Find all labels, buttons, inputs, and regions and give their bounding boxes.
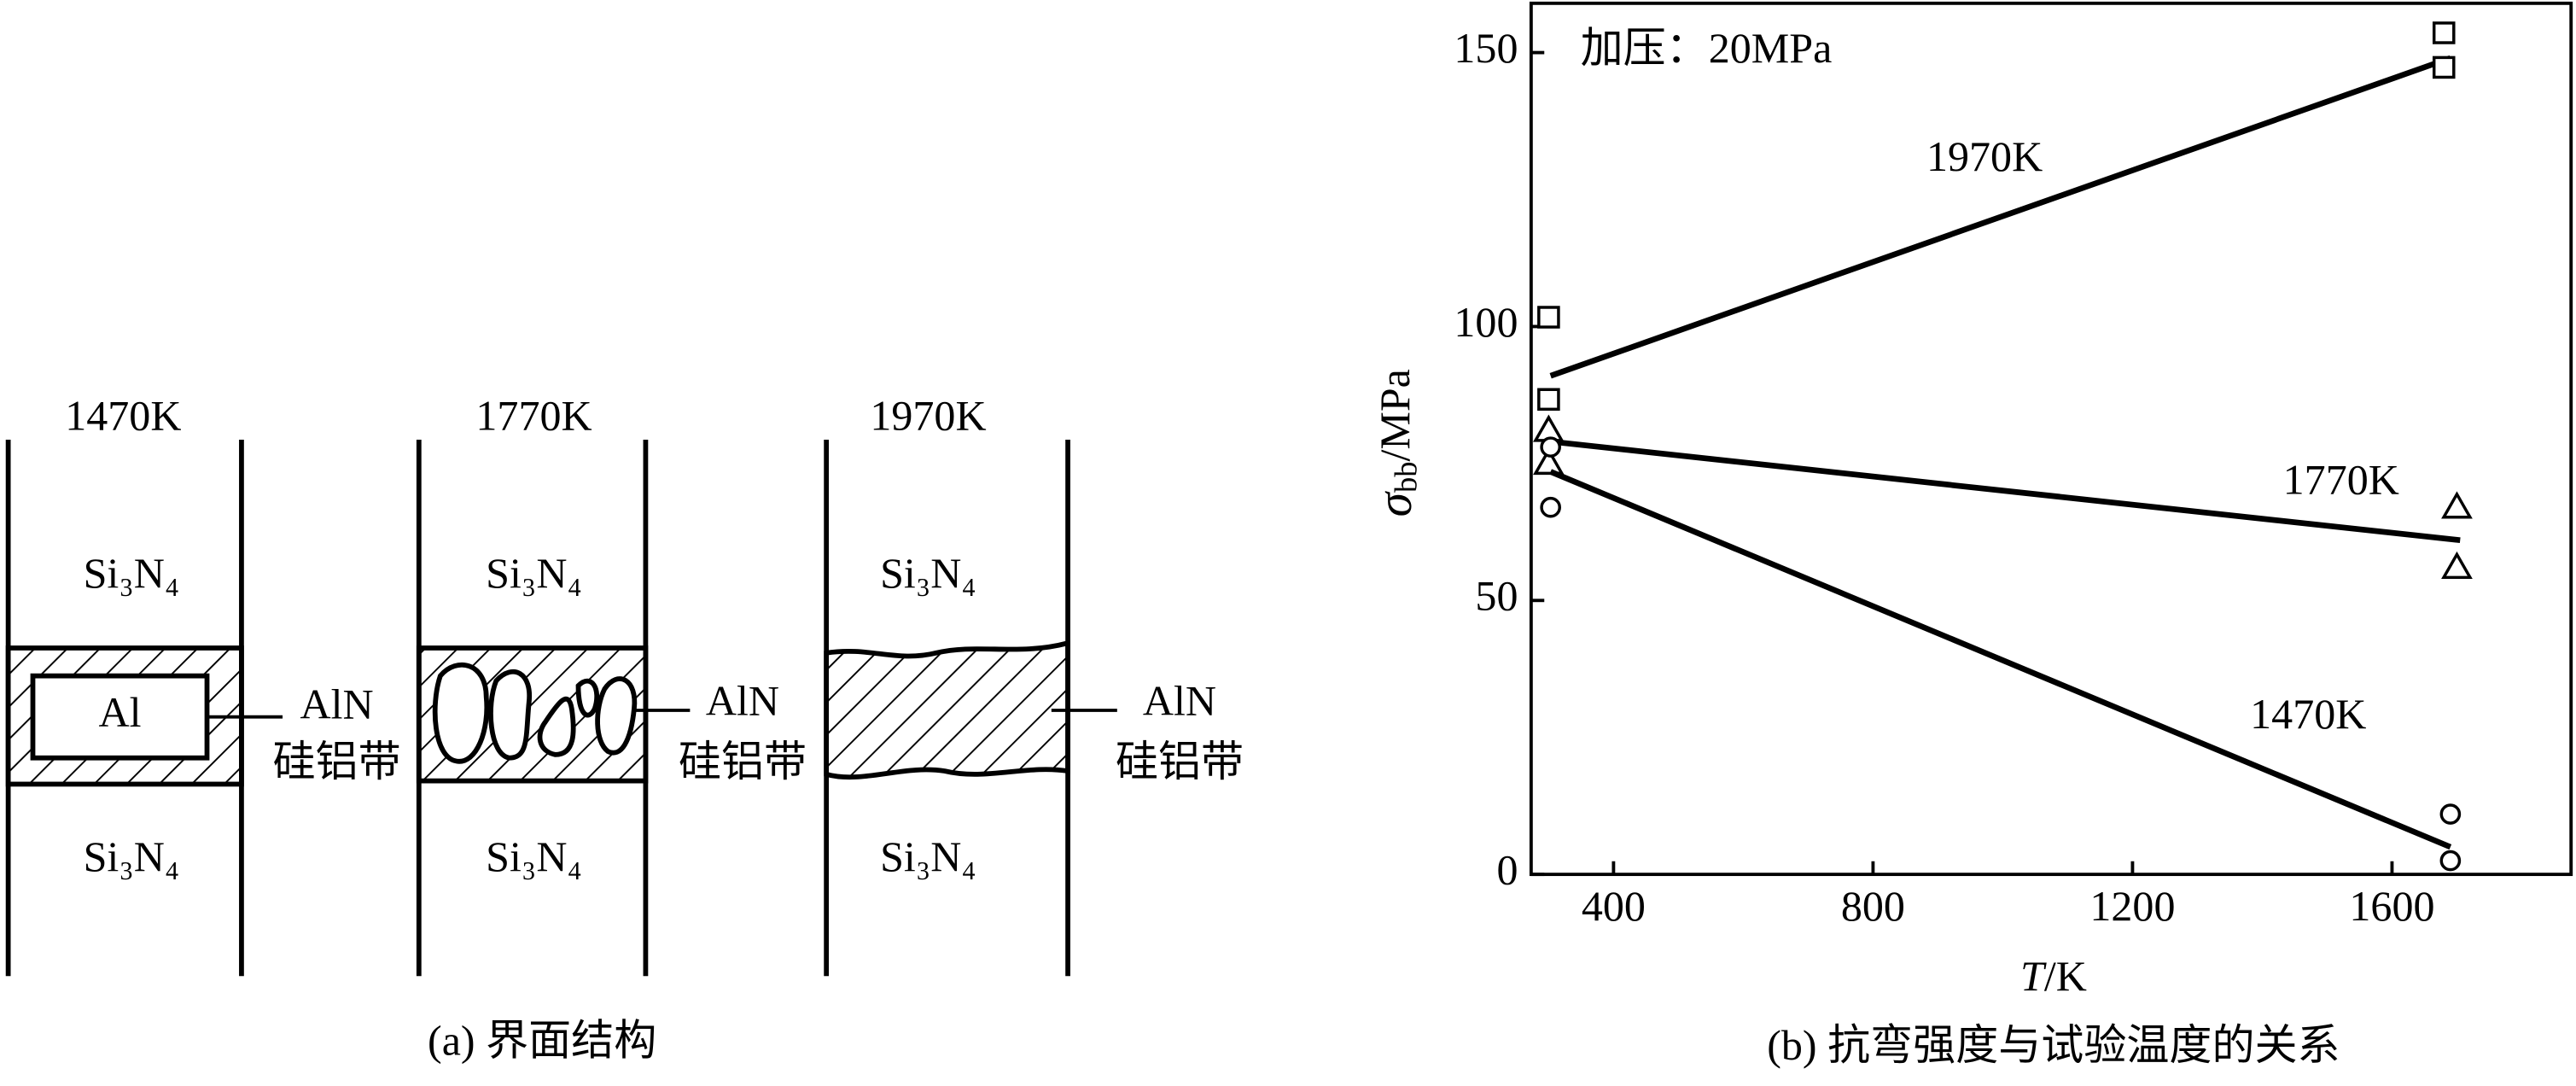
marker	[1533, 447, 1565, 476]
marker	[1540, 496, 1561, 518]
series-label: 1970K	[1926, 132, 2043, 180]
interface-diagram: 1470K Si₃N₄ Si₃N₄ Al AlN 硅铝带 1770K Si₃N₄…	[5, 391, 1244, 1064]
y-tick-label: 150	[1454, 24, 1518, 72]
marker	[2441, 551, 2473, 580]
x-tick-label: 1200	[2089, 882, 2175, 930]
caption: (b) 抗弯强度与试验温度的关系	[1767, 1021, 2340, 1069]
y-axis-label: σbb/MPa	[1368, 369, 1424, 517]
annotation: 加压：20MPa	[1581, 24, 1833, 72]
series-label: 1770K	[2283, 455, 2399, 503]
y-subscript: bb	[1389, 461, 1424, 492]
fit-line	[1549, 469, 2452, 850]
band-label: 硅铝带	[273, 738, 401, 785]
core-label: Al	[98, 688, 141, 736]
top-material: Si₃N₄	[880, 549, 976, 597]
layer-label: AlN	[706, 677, 779, 725]
band-label: 硅铝带	[1116, 738, 1244, 785]
top-material: Si₃N₄	[84, 549, 180, 597]
marker	[2432, 55, 2456, 79]
bottom-material: Si₃N₄	[880, 832, 976, 880]
marker	[2439, 850, 2462, 872]
y-symbol: σ	[1368, 490, 1422, 517]
panel-temperature: 1470K	[65, 391, 181, 439]
y-unit: /MPa	[1371, 369, 1419, 461]
y-tick-label: 100	[1454, 298, 1518, 346]
fit-line	[1549, 55, 2451, 379]
al-island	[432, 662, 490, 764]
al-island	[595, 676, 638, 756]
x-tick-label: 400	[1582, 882, 1646, 930]
layer-label: AlN	[1143, 677, 1216, 725]
band-label: 硅铝带	[679, 738, 807, 785]
x-axis-label: T/K	[2020, 953, 2087, 1001]
x-tick-label: 800	[1841, 882, 1905, 930]
marker	[2441, 491, 2473, 519]
caption: (a) 界面结构	[428, 1016, 656, 1064]
top-material: Si₃N₄	[486, 549, 582, 597]
al-core	[30, 673, 210, 761]
y-tick-label: 50	[1475, 572, 1518, 620]
x-tick-label: 1600	[2349, 882, 2434, 930]
al-island	[488, 669, 533, 761]
layer-label: AlN	[300, 680, 373, 728]
panel-temperature: 1970K	[870, 391, 986, 439]
bottom-material: Si₃N₄	[486, 832, 582, 880]
marker	[1540, 436, 1561, 458]
marker	[2439, 803, 2462, 825]
fit-line	[1550, 438, 2461, 544]
series-label: 1470K	[2250, 690, 2366, 738]
marker	[1537, 306, 1560, 329]
marker	[2432, 21, 2456, 44]
band	[824, 639, 1070, 780]
y-tick-label: 0	[1496, 846, 1518, 894]
al-island	[537, 678, 600, 757]
x-symbol: T	[2020, 953, 2047, 1001]
marker	[1537, 388, 1560, 412]
x-unit: /K	[2044, 953, 2087, 1001]
chart: 加压：20MPa (b) 抗弯强度与试验温度的关系 T/K σbb/MPa 40…	[1368, 1, 2573, 1069]
plot-frame	[1529, 1, 2573, 877]
panel-temperature: 1770K	[475, 391, 592, 439]
bottom-material: Si₃N₄	[84, 832, 180, 880]
